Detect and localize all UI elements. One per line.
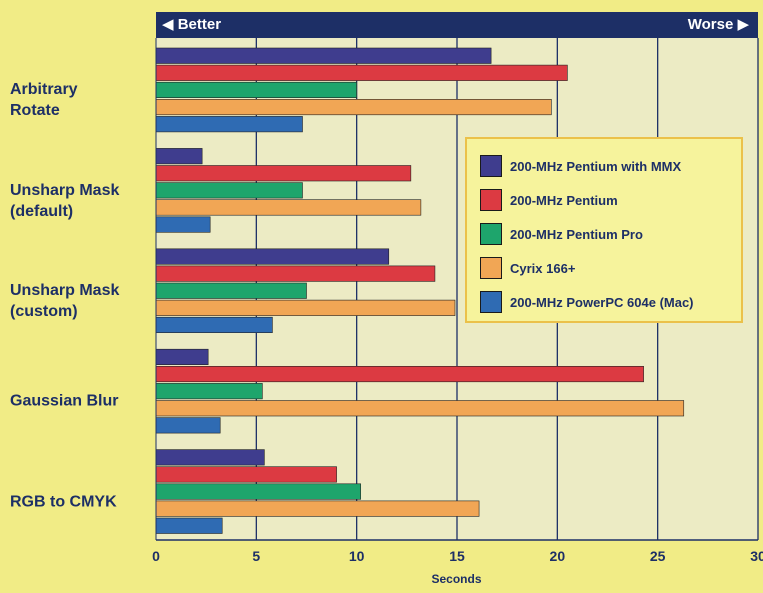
header-better-label: ◀ Better: [162, 16, 222, 33]
bar: [155, 299, 456, 316]
category-label: Unsharp Mask (custom): [10, 280, 150, 322]
category-label: RGB to CMYK: [10, 491, 150, 512]
legend-swatch: [480, 291, 502, 313]
legend-label: 200-MHz Pentium with MMX: [510, 158, 682, 174]
bar: [155, 216, 211, 233]
legend-item: Cyrix 166+: [480, 251, 741, 285]
legend-item: 200-MHz Pentium with MMX: [480, 149, 741, 183]
bar: [155, 500, 480, 517]
x-tick-label: 25: [649, 548, 666, 564]
bar: [155, 282, 307, 299]
bar: [155, 383, 263, 400]
x-tick-label: 20: [549, 548, 566, 564]
category-label-line: (default): [10, 202, 74, 220]
x-tick-label: 15: [449, 548, 465, 564]
legend-swatch: [480, 257, 502, 279]
header-worse-label: Worse ▶: [687, 16, 749, 33]
bar: [155, 265, 436, 282]
bar: [155, 116, 303, 133]
legend-label: 200-MHz PowerPC 604e (Mac): [510, 294, 694, 310]
category-label: Arbitrary Rotate: [10, 79, 150, 121]
legend-label: 200-MHz Pentium: [510, 192, 618, 208]
bar: [155, 99, 552, 116]
legend-item: 200-MHz Pentium: [480, 183, 741, 217]
bar: [155, 148, 203, 165]
x-tick-label: 10: [348, 548, 365, 564]
bar: [155, 165, 412, 182]
category-label-line: (custom): [10, 303, 78, 320]
legend-item: 200-MHz Pentium Pro: [480, 217, 741, 251]
x-tick-label: 0: [152, 548, 160, 564]
legend-label: 200-MHz Pentium Pro: [510, 226, 643, 242]
category-label-line: Unsharp Mask: [10, 282, 120, 299]
bar: [155, 517, 223, 534]
legend-item: 200-MHz PowerPC 604e (Mac): [480, 285, 741, 319]
legend-swatch: [480, 223, 502, 245]
category-label-line: Arbitrary: [10, 81, 78, 99]
legend-label: Cyrix 166+: [510, 260, 576, 276]
bar: [155, 365, 644, 383]
category-label-line: Rotate: [10, 102, 60, 120]
bar: [155, 199, 422, 216]
bar: [155, 248, 390, 265]
bar: [155, 316, 273, 334]
category-label-line: RGB to CMYK: [10, 493, 117, 511]
category-label: Gaussian Blur: [10, 391, 150, 412]
category-label-line: Gaussian Blur: [10, 392, 119, 410]
legend-swatch: [480, 155, 502, 177]
x-tick-label: 30: [750, 548, 763, 564]
category-label-line: Unsharp Mask: [10, 181, 120, 199]
bar: [155, 348, 209, 366]
bar: [155, 417, 221, 434]
bar: [155, 81, 357, 98]
bar: [155, 400, 685, 417]
bar: [155, 466, 337, 483]
header-bar: [156, 12, 758, 38]
bar: [155, 47, 492, 64]
bar: [155, 449, 265, 466]
chart-legend: 200-MHz Pentium with MMX 200-MHz Pentium 2…: [465, 137, 743, 323]
bar: [155, 64, 568, 81]
bar: [155, 182, 303, 199]
legend-swatch: [480, 189, 502, 211]
category-label: Unsharp Mask (default): [10, 180, 150, 222]
bar: [155, 483, 361, 500]
x-axis-label: Seconds: [431, 572, 482, 586]
x-tick-label: 5: [252, 548, 261, 564]
